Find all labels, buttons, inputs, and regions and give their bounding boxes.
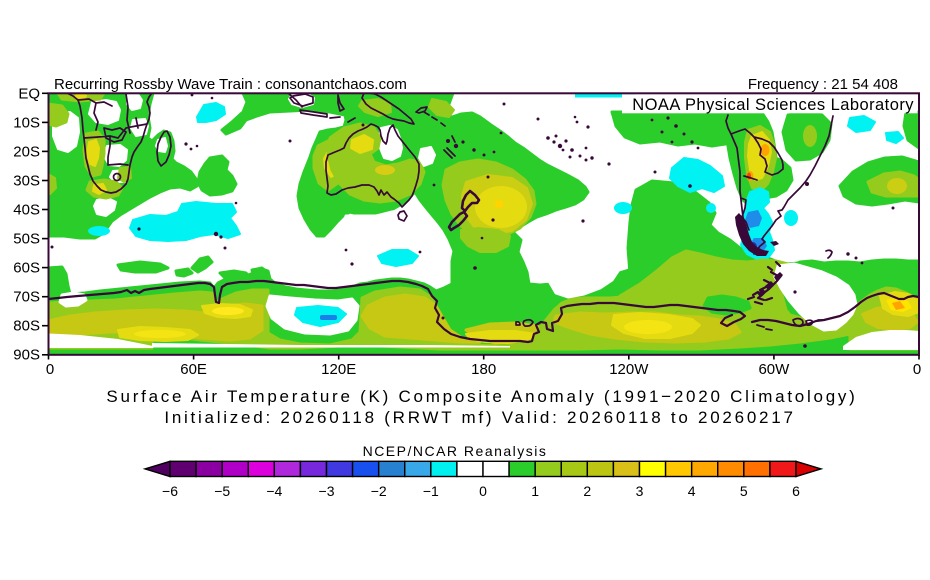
svg-text:90S: 90S	[13, 347, 40, 364]
svg-text:Recurring Rossby Wave Train :: Recurring Rossby Wave Train : consonantc…	[54, 76, 407, 93]
svg-text:60S: 60S	[13, 260, 40, 277]
svg-text:4: 4	[688, 483, 696, 499]
svg-text:−5: −5	[214, 483, 230, 499]
svg-text:10S: 10S	[13, 115, 40, 132]
svg-text:120W: 120W	[609, 361, 649, 378]
svg-text:30S: 30S	[13, 173, 40, 190]
svg-text:−6: −6	[162, 483, 178, 499]
svg-text:50S: 50S	[13, 231, 40, 248]
svg-text:1: 1	[531, 483, 539, 499]
svg-text:−4: −4	[266, 483, 282, 499]
svg-text:180: 180	[471, 361, 496, 378]
svg-text:60E: 60E	[180, 361, 207, 378]
svg-text:20S: 20S	[13, 144, 40, 161]
svg-text:60W: 60W	[758, 361, 790, 378]
svg-text:NCEP/NCAR Reanalysis: NCEP/NCAR Reanalysis	[363, 443, 548, 459]
svg-text:−1: −1	[423, 483, 439, 499]
svg-text:0: 0	[46, 361, 54, 378]
svg-text:0: 0	[913, 361, 921, 378]
svg-text:120E: 120E	[321, 361, 356, 378]
svg-text:Surface Air Temperature (K) Co: Surface Air Temperature (K) Composite An…	[106, 387, 857, 406]
svg-text:Initialized: 20260118 (RRWT mf: Initialized: 20260118 (RRWT mf) Valid: 2…	[164, 408, 795, 427]
svg-text:40S: 40S	[13, 202, 40, 219]
svg-text:−2: −2	[371, 483, 387, 499]
svg-text:5: 5	[740, 483, 748, 499]
svg-text:EQ: EQ	[18, 86, 40, 103]
svg-text:70S: 70S	[13, 289, 40, 306]
svg-text:2: 2	[583, 483, 591, 499]
svg-text:NOAA Physical Sciences Laborat: NOAA Physical Sciences Laboratory	[632, 96, 914, 114]
svg-text:0: 0	[479, 483, 487, 499]
svg-text:80S: 80S	[13, 318, 40, 335]
svg-text:−3: −3	[319, 483, 335, 499]
svg-text:Frequency : 21 54 408: Frequency : 21 54 408	[748, 76, 898, 93]
svg-text:6: 6	[792, 483, 800, 499]
svg-text:3: 3	[636, 483, 644, 499]
